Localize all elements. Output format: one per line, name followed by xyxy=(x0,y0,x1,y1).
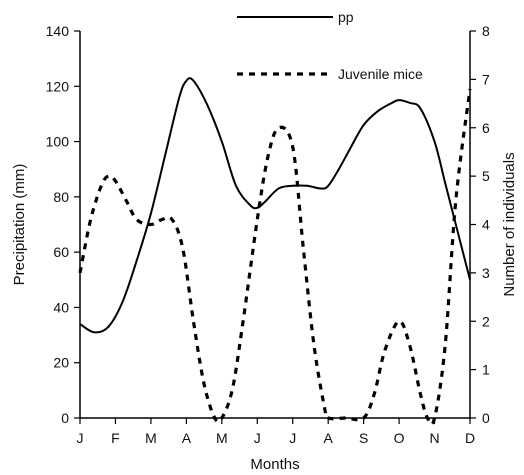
y-left-tick-label: 140 xyxy=(46,23,70,39)
x-tick-label: S xyxy=(359,430,368,446)
y-axis-left-title: Precipitation (mm) xyxy=(11,164,28,286)
x-tick-label: O xyxy=(394,430,405,446)
y-left-tick-label: 40 xyxy=(53,299,69,315)
x-tick-label: J xyxy=(254,430,261,446)
y-left-tick-label: 80 xyxy=(53,189,69,205)
y-right-tick-label: 4 xyxy=(482,217,490,233)
legend: pp Juvenile mice xyxy=(237,9,423,82)
y-right-tick-label: 5 xyxy=(482,168,490,184)
y-left-tick-label: 0 xyxy=(61,410,69,426)
x-tick-label: A xyxy=(324,430,334,446)
x-tick-label: M xyxy=(145,430,157,446)
tick-marks xyxy=(74,30,476,424)
x-tick-label: J xyxy=(77,430,84,446)
legend-label-pp: pp xyxy=(338,9,354,25)
x-tick-label: A xyxy=(182,430,192,446)
x-axis-title: Months xyxy=(250,456,299,473)
x-tick-label: J xyxy=(289,430,296,446)
y-left-tick-label: 60 xyxy=(53,244,69,260)
legend-label-juvenile-mice: Juvenile mice xyxy=(338,66,423,82)
axes xyxy=(79,31,471,419)
series-layer xyxy=(78,77,472,426)
tick-labels: 0 20 40 60 80 100 120 140 0 1 2 3 4 5 6 7 8 J F M A M J J A S O N D xyxy=(46,23,490,446)
y-left-tick-label: 100 xyxy=(46,134,70,150)
y-right-tick-label: 2 xyxy=(482,313,490,329)
x-tick-label: N xyxy=(429,430,439,446)
y-right-tick-label: 7 xyxy=(482,71,490,87)
y-left-tick-label: 20 xyxy=(53,355,69,371)
y-right-tick-label: 3 xyxy=(482,265,490,281)
y-axis-right-title: Number of individuals xyxy=(501,152,518,296)
x-tick-label: M xyxy=(216,430,228,446)
y-right-tick-label: 6 xyxy=(482,120,490,136)
y-right-tick-label: 1 xyxy=(482,362,490,378)
y-left-tick-label: 120 xyxy=(46,78,70,94)
y-right-tick-label: 0 xyxy=(482,410,490,426)
series-line-pp xyxy=(79,77,471,334)
series-line-juvenile-mice xyxy=(78,88,472,426)
y-right-tick-label: 8 xyxy=(482,23,490,39)
x-tick-label: D xyxy=(465,430,475,446)
x-tick-label: F xyxy=(111,430,120,446)
